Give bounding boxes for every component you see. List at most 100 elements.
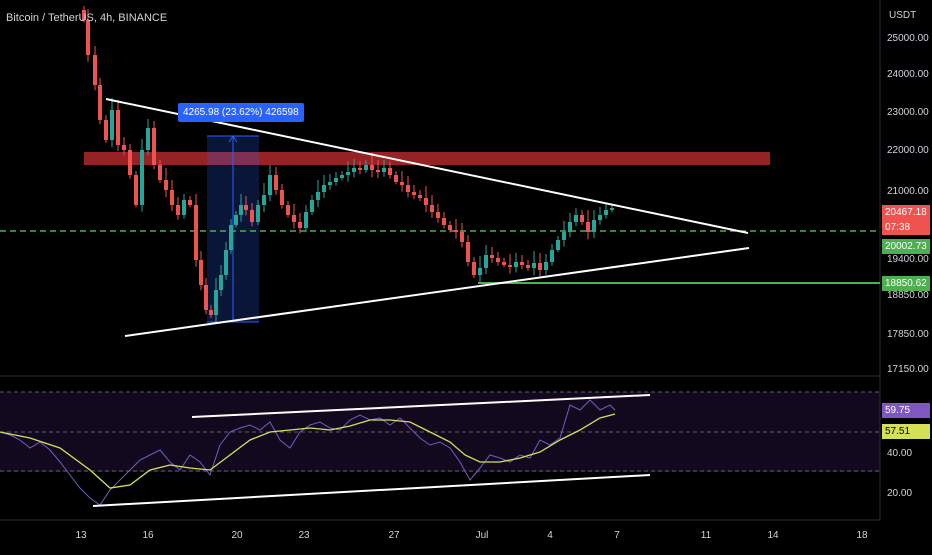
- candles-group: [82, 6, 614, 323]
- candle-body: [128, 150, 132, 175]
- time-tick-label: 13: [75, 530, 87, 541]
- candle-body: [424, 198, 428, 205]
- candle-body: [224, 250, 228, 275]
- candle-body: [152, 128, 156, 165]
- candle-body: [358, 168, 362, 170]
- price-pane[interactable]: [0, 0, 880, 372]
- candle-body: [544, 262, 548, 270]
- candle-body: [610, 208, 614, 210]
- support-level-tag: 18850.62: [882, 276, 930, 291]
- candle-body: [466, 242, 470, 262]
- candle-body: [502, 262, 506, 265]
- candle-body: [250, 210, 254, 222]
- rsi-tick-label: 40.00: [887, 448, 912, 459]
- time-tick-label: 23: [298, 530, 310, 541]
- candle-body: [170, 190, 174, 205]
- candle-body: [598, 215, 602, 220]
- rsi-tick-label: 20.00: [887, 488, 912, 499]
- candle-body: [352, 168, 356, 172]
- candle-body: [214, 290, 218, 315]
- time-tick-label: Jul: [476, 530, 489, 541]
- price-tick-label: 25000.00: [887, 33, 929, 44]
- candle-body: [340, 175, 344, 178]
- candle-body: [188, 200, 192, 205]
- candle-body: [140, 150, 144, 205]
- candle-body: [454, 230, 458, 232]
- candle-body: [556, 240, 560, 250]
- measure-label: 4265.98 (23.62%) 426598: [178, 103, 304, 122]
- candle-body: [526, 265, 530, 268]
- candle-body: [496, 258, 500, 262]
- candle-body: [239, 205, 243, 215]
- candle-body: [104, 120, 108, 140]
- candle-body: [388, 168, 392, 175]
- candle-body: [116, 110, 120, 145]
- price-tick-label: 24000.00: [887, 69, 929, 80]
- candle-body: [412, 192, 416, 195]
- time-tick-label: 16: [142, 530, 154, 541]
- time-tick-label: 20: [231, 530, 243, 541]
- candle-body: [604, 210, 608, 215]
- candle-body: [298, 222, 302, 228]
- candle-body: [580, 215, 584, 222]
- price-tick-label: 17150.00: [887, 364, 929, 375]
- candle-body: [322, 185, 326, 192]
- candle-body: [508, 265, 512, 267]
- candle-body: [310, 200, 314, 212]
- candle-body: [394, 175, 398, 182]
- candle-body: [209, 310, 213, 315]
- candle-body: [460, 232, 464, 242]
- countdown-tag: 07:38: [882, 220, 930, 235]
- candle-body: [146, 128, 150, 150]
- time-tick-label: 7: [614, 530, 620, 541]
- symbol-title[interactable]: Bitcoin / TetherUS, 4h, BINANCE: [6, 12, 168, 24]
- time-axis[interactable]: 13 16 20 23 27 Jul 4 7 11 14 18: [75, 530, 868, 541]
- triangle-lower-trendline[interactable]: [124, 247, 750, 337]
- price-tick-label: 17850.00: [887, 329, 929, 340]
- price-tick-label: 19400.00: [887, 254, 929, 265]
- candle-body: [204, 285, 208, 310]
- candle-body: [122, 145, 126, 150]
- time-tick-label: 18: [856, 530, 868, 541]
- candle-body: [400, 182, 404, 185]
- resistance-zone[interactable]: [84, 152, 770, 165]
- candle-body: [274, 175, 278, 190]
- candle-body: [478, 268, 482, 275]
- time-tick-label: 14: [767, 530, 779, 541]
- price-tick-label: 22000.00: [887, 145, 929, 156]
- candle-body: [568, 222, 572, 232]
- rsi-band: [0, 392, 880, 472]
- candle-body: [262, 195, 266, 205]
- candle-body: [442, 218, 446, 225]
- candle-body: [292, 215, 296, 222]
- rsi-value-tag: 59.75: [882, 403, 930, 418]
- candle-body: [194, 205, 198, 260]
- currency-label: USDT: [889, 10, 917, 21]
- candle-body: [110, 110, 114, 140]
- rsi-axis[interactable]: 40.00 20.00: [887, 448, 912, 499]
- candle-body: [328, 182, 332, 185]
- last-price-tag: 20467.18: [882, 205, 930, 220]
- dashed-level-tag: 20002.73: [882, 239, 930, 254]
- candle-body: [562, 232, 566, 240]
- candle-body: [346, 172, 350, 175]
- candle-body: [219, 275, 223, 290]
- candle-body: [304, 212, 308, 228]
- rsi-upper-trendline[interactable]: [191, 394, 651, 418]
- rsi-line: [0, 399, 616, 506]
- candle-body: [574, 215, 578, 222]
- time-tick-label: 27: [388, 530, 400, 541]
- candle-body: [164, 180, 168, 190]
- candle-body: [316, 192, 320, 200]
- price-tick-label: 21000.00: [887, 186, 929, 197]
- measure-arrowhead: [228, 135, 238, 143]
- candle-body: [229, 225, 233, 250]
- rsi-lower-trendline[interactable]: [92, 474, 651, 507]
- candle-body: [280, 190, 284, 205]
- candle-body: [286, 205, 290, 215]
- price-axis[interactable]: 25000.00 24000.00 23000.00 22000.00 21000.00…: [887, 33, 929, 375]
- candle-body: [370, 165, 374, 170]
- candle-body: [256, 205, 260, 222]
